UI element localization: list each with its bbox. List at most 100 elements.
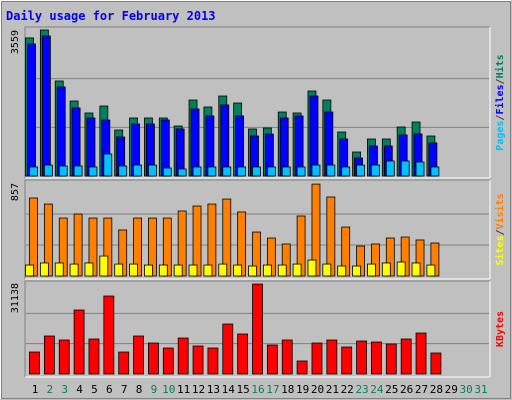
bar	[218, 263, 228, 277]
bar	[103, 295, 115, 375]
bar	[430, 166, 440, 177]
bar	[56, 86, 66, 177]
bar	[385, 343, 397, 375]
legend-entry: Pages	[495, 121, 506, 151]
bar	[371, 341, 382, 375]
bar	[207, 347, 219, 375]
bar	[371, 164, 380, 177]
bar	[27, 43, 36, 177]
y-tick-label: 3559	[10, 30, 21, 54]
bar	[237, 166, 247, 177]
bar	[262, 264, 272, 277]
bar	[39, 262, 49, 277]
x-tick-label: 4	[76, 383, 83, 396]
bar	[118, 165, 128, 177]
bar	[162, 167, 172, 177]
bar	[29, 197, 38, 277]
bar	[277, 264, 287, 277]
bar	[177, 168, 187, 177]
x-tick-label: 26	[400, 383, 413, 396]
bar	[326, 164, 336, 177]
bar	[296, 360, 308, 375]
x-tick-label: 13	[207, 383, 220, 396]
bar	[341, 346, 353, 375]
bar	[43, 164, 53, 177]
bar	[103, 153, 113, 177]
bar	[88, 166, 98, 177]
bar	[158, 264, 168, 277]
x-tick-label: 19	[296, 383, 309, 396]
x-tick-label: 5	[91, 383, 98, 396]
bar	[430, 352, 442, 375]
bar	[188, 264, 198, 277]
bar	[29, 351, 40, 375]
bar	[114, 263, 124, 277]
bar	[426, 264, 436, 277]
bar	[266, 166, 276, 177]
bar	[281, 339, 293, 375]
x-tick-label: 30	[460, 383, 473, 396]
legend-separator: /	[495, 229, 506, 235]
bar	[396, 261, 406, 277]
bar	[400, 160, 410, 177]
x-tick-label: 3	[61, 383, 68, 396]
x-tick-label: 11	[177, 383, 190, 396]
x-tick-label: 20	[311, 383, 324, 396]
bar	[41, 35, 51, 177]
bar	[352, 265, 361, 277]
bar	[307, 259, 317, 277]
bar	[203, 264, 213, 277]
x-tick-label: 9	[151, 383, 158, 396]
bar	[356, 340, 367, 375]
bar	[367, 263, 376, 277]
x-tick-label: 24	[370, 383, 384, 396]
x-tick-label: 1	[32, 383, 39, 396]
bar	[356, 164, 365, 177]
bar	[326, 339, 338, 375]
bar	[415, 161, 425, 177]
bar	[252, 283, 263, 375]
bar	[222, 166, 232, 177]
x-tick-label: 8	[136, 383, 143, 396]
bar	[311, 342, 323, 375]
bar	[222, 323, 234, 375]
x-tick-label: 27	[415, 383, 428, 396]
bar	[400, 338, 412, 375]
bar	[73, 165, 83, 177]
bar	[29, 166, 38, 177]
bar	[192, 345, 204, 375]
y-tick-label: 857	[10, 183, 21, 201]
bar	[341, 166, 351, 177]
x-tick-label: 22	[341, 383, 354, 396]
x-tick-label: 10	[162, 383, 175, 396]
bar	[144, 264, 153, 277]
bar	[281, 166, 291, 177]
bar	[58, 339, 70, 375]
x-tick-label: 7	[121, 383, 128, 396]
legend-entry: Files	[494, 84, 506, 114]
legend-entry: Visits	[494, 193, 506, 229]
bar	[133, 335, 144, 375]
bar	[192, 166, 202, 177]
x-tick-label: 2	[47, 383, 54, 396]
x-tick-label: 15	[237, 383, 250, 396]
bar	[88, 338, 100, 375]
bar	[296, 166, 306, 177]
x-tick-label: 12	[192, 383, 205, 396]
bar	[411, 262, 421, 277]
bar	[58, 165, 68, 177]
bar	[220, 104, 230, 177]
legend: KBytes	[495, 311, 506, 347]
x-tick-label: 18	[281, 383, 294, 396]
bar	[25, 264, 34, 277]
legend: Pages/Files/Hits	[494, 54, 506, 150]
legend-separator: /	[495, 115, 506, 121]
legend: Sites/Visits	[494, 193, 506, 265]
bar	[54, 262, 64, 277]
bar	[133, 164, 142, 177]
x-tick-label: 31	[474, 383, 487, 396]
bar	[385, 160, 395, 177]
x-tick-label: 21	[326, 383, 339, 396]
bar	[73, 309, 85, 375]
